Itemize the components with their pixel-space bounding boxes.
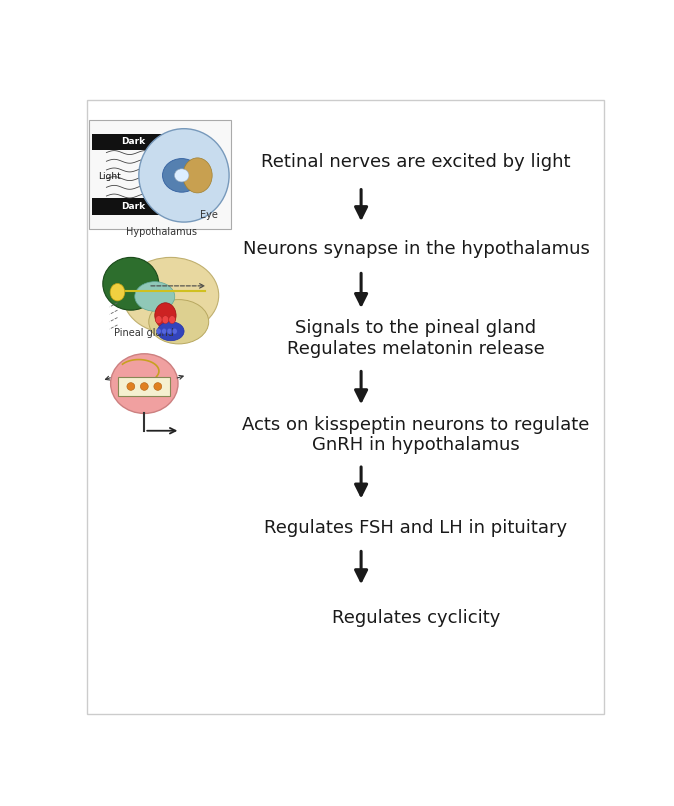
Text: Neurons synapse in the hypothalamus: Neurons synapse in the hypothalamus: [243, 239, 589, 258]
FancyBboxPatch shape: [119, 377, 170, 396]
FancyBboxPatch shape: [90, 120, 231, 229]
Text: Light: Light: [98, 172, 121, 181]
Ellipse shape: [149, 300, 209, 344]
Circle shape: [167, 328, 172, 334]
Text: Regulates FSH and LH in pituitary: Regulates FSH and LH in pituitary: [264, 519, 568, 537]
Circle shape: [156, 316, 162, 323]
Circle shape: [173, 328, 177, 334]
Circle shape: [162, 328, 166, 334]
Ellipse shape: [183, 158, 212, 193]
Ellipse shape: [139, 129, 229, 222]
Text: Dark: Dark: [121, 202, 146, 211]
Ellipse shape: [111, 354, 178, 413]
FancyBboxPatch shape: [92, 198, 174, 215]
Circle shape: [162, 316, 168, 323]
Text: Pineal gland: Pineal gland: [115, 328, 175, 339]
Circle shape: [156, 328, 161, 334]
FancyBboxPatch shape: [92, 134, 174, 151]
Text: Acts on kisspeptin neurons to regulate
GnRH in hypothalamus: Acts on kisspeptin neurons to regulate G…: [242, 416, 590, 455]
Text: Hypothalamus: Hypothalamus: [126, 227, 197, 237]
Text: Eye: Eye: [200, 210, 218, 220]
Ellipse shape: [154, 383, 162, 390]
Ellipse shape: [155, 303, 176, 328]
Circle shape: [110, 284, 125, 301]
Circle shape: [168, 316, 175, 323]
Ellipse shape: [135, 281, 175, 311]
Ellipse shape: [158, 322, 184, 341]
Ellipse shape: [162, 159, 201, 192]
Ellipse shape: [140, 383, 148, 390]
Ellipse shape: [127, 383, 135, 390]
Text: Signals to the pineal gland
Regulates melatonin release: Signals to the pineal gland Regulates me…: [287, 319, 545, 358]
Ellipse shape: [175, 168, 189, 182]
Text: Dark: Dark: [121, 138, 146, 147]
Text: Regulates cyclicity: Regulates cyclicity: [332, 609, 500, 627]
Text: Retinal nerves are excited by light: Retinal nerves are excited by light: [262, 153, 571, 171]
Ellipse shape: [103, 257, 159, 310]
Ellipse shape: [123, 257, 218, 334]
